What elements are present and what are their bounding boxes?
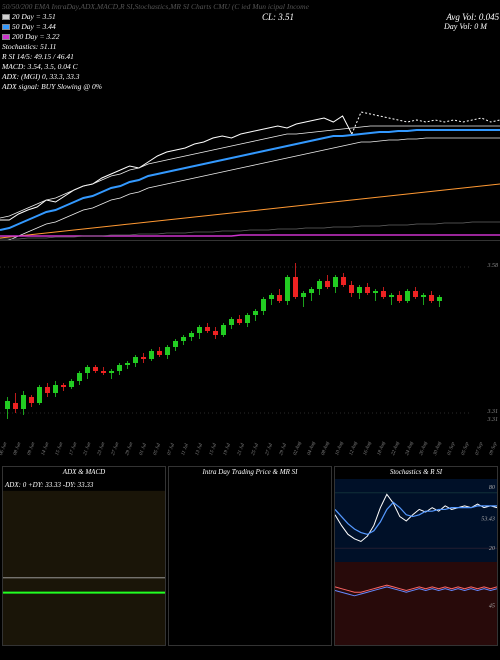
top-chart	[0, 92, 500, 240]
stoch: Stochastics: 51.11	[2, 42, 262, 52]
close-label: CL: 3.51 Avg Vol: 0.045 M	[262, 12, 500, 22]
svg-text:80: 80	[489, 485, 495, 491]
macd: MACD: 3.54, 3.5, 0.04 C	[2, 62, 262, 72]
header: 50/50/200 EMA IntraDay,ADX,MACD,R SI,Sto…	[2, 2, 498, 92]
day-vol: Day Vol: 0 M	[444, 22, 487, 31]
svg-text:53.43: 53.43	[481, 516, 495, 523]
day50: 50 Day = 3.44	[12, 22, 56, 31]
panel3-title: Stochastics & R SI	[335, 467, 497, 477]
day200: 200 Day = 3.22	[12, 32, 60, 41]
date-axis: 06 Jun08 Jun09 Jun14 Jun15 Jun17 Jun21 J…	[2, 438, 498, 458]
panel-adx-macd: ADX & MACD ADX: 0 +DY: 33.33 -DY: 33.33	[2, 466, 166, 646]
svg-text:45: 45	[489, 603, 495, 610]
panel-intraday: Intra Day Trading Price & MR SI	[168, 466, 332, 646]
candle-chart: 3.58 3.31 3.31	[0, 245, 500, 435]
svg-text:20: 20	[489, 546, 495, 552]
day20: 20 Day = 3.51	[12, 12, 56, 21]
ylabel-bot1: 3.31	[488, 409, 499, 415]
ylabel-bot2: 3.31	[488, 417, 499, 423]
rsi: R SI 14/5: 49.15 / 46.41	[2, 52, 262, 62]
adx-signal: ADX signal: BUY Slowing @ 0%	[2, 82, 262, 92]
adx: ADX: (MGI) 0, 33.3, 33.3	[2, 72, 262, 82]
title-line: 50/50/200 EMA IntraDay,ADX,MACD,R SI,Sto…	[2, 2, 498, 12]
panel-stoch-rsi: Stochastics & R SI 80 53.43 20 45	[334, 466, 498, 646]
panel2-title: Intra Day Trading Price & MR SI	[169, 467, 331, 477]
ylabel-top: 3.58	[488, 263, 499, 269]
bottom-row: ADX & MACD ADX: 0 +DY: 33.33 -DY: 33.33 …	[2, 466, 498, 646]
panel1-title: ADX & MACD	[3, 467, 165, 477]
